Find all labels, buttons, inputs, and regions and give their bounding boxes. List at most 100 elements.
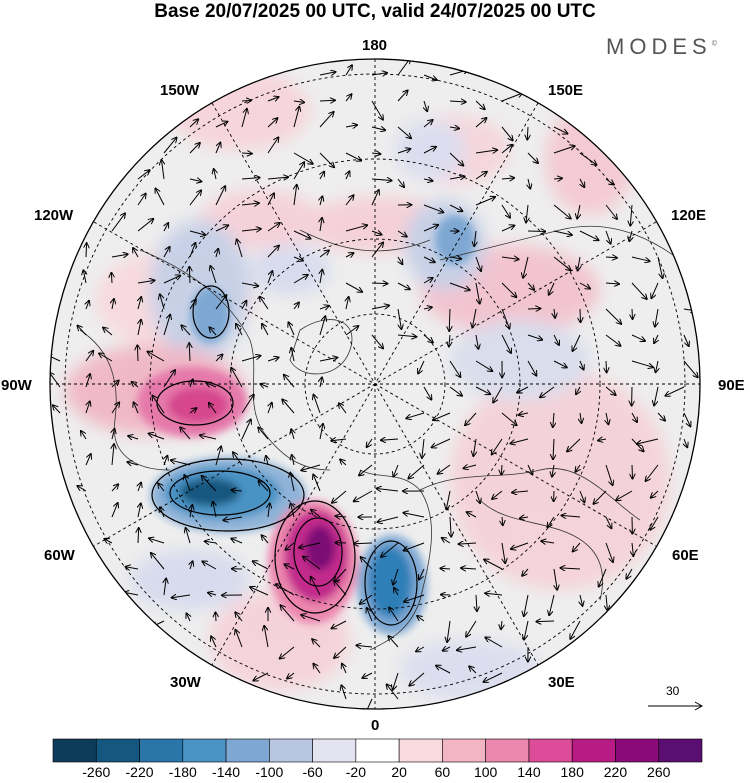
wind-vector xyxy=(397,91,408,102)
wind-vector xyxy=(85,351,93,362)
wind-vector xyxy=(320,172,324,180)
wind-vector xyxy=(573,334,581,351)
wind-vector xyxy=(433,412,451,420)
colorbar-tick-label: -180 xyxy=(168,764,197,780)
wind-vector xyxy=(501,93,522,102)
wind-vector xyxy=(523,256,529,278)
wind-vector xyxy=(397,59,410,76)
wind-vector xyxy=(449,127,459,129)
wind-vector xyxy=(163,247,170,258)
wind-vector xyxy=(137,219,153,232)
wind-vector xyxy=(264,626,269,648)
wind-vector xyxy=(320,378,322,388)
wind-vector xyxy=(554,308,555,318)
wind-vector xyxy=(554,568,557,590)
wind-vector xyxy=(449,101,466,102)
wind-vector xyxy=(474,230,476,246)
wind-vector xyxy=(553,256,571,270)
wind-vector xyxy=(371,100,383,120)
wind-vector xyxy=(631,334,645,341)
wind-vector xyxy=(280,646,295,659)
wind-vector xyxy=(164,579,166,596)
wind-vector xyxy=(231,490,243,491)
wind-vector xyxy=(138,503,141,518)
wind-vector xyxy=(164,456,167,466)
wind-vector xyxy=(314,395,321,414)
wind-vector xyxy=(577,204,580,219)
wind-vector xyxy=(423,225,438,232)
wind-vector xyxy=(377,516,399,522)
wind-vector xyxy=(291,429,294,440)
wind-vector xyxy=(501,226,514,232)
wind-vector xyxy=(605,257,617,258)
wind-vectors xyxy=(50,59,698,709)
wind-vector xyxy=(156,189,165,206)
wind-vector xyxy=(187,614,191,622)
wind-vector xyxy=(605,386,616,395)
wind-vector xyxy=(206,383,217,387)
wind-vector xyxy=(576,464,581,472)
wind-vector xyxy=(466,620,477,637)
wind-vector xyxy=(417,616,425,622)
wind-vector xyxy=(576,386,580,394)
wind-vector xyxy=(216,612,217,622)
wind-vector xyxy=(303,557,321,570)
wind-vector xyxy=(260,384,269,387)
wind-vector xyxy=(235,612,243,622)
wind-vector xyxy=(553,230,572,235)
wind-vector xyxy=(241,283,258,286)
wind-vector xyxy=(189,230,205,235)
colorbar-swatch xyxy=(485,738,530,763)
wind-vector xyxy=(241,178,260,179)
wind-vector xyxy=(299,542,321,548)
wind-vector xyxy=(340,460,347,466)
wind-vector xyxy=(501,334,511,353)
wind-vector xyxy=(377,489,399,492)
colorbar-tick-label: 20 xyxy=(391,764,407,780)
wind-vector xyxy=(137,194,146,206)
wind-vector xyxy=(301,615,321,622)
wind-vector xyxy=(527,309,540,310)
wind-vector xyxy=(362,672,373,678)
wind-vector xyxy=(605,334,621,346)
wind-vector xyxy=(459,543,477,544)
wind-vector xyxy=(231,539,243,544)
wind-vector xyxy=(126,567,139,569)
wind-vector xyxy=(626,568,633,579)
wind-vector xyxy=(527,360,536,376)
wind-vector xyxy=(406,412,425,418)
wind-vector xyxy=(493,386,503,402)
wind-vector xyxy=(485,593,503,595)
colorbar-swatch xyxy=(95,738,140,763)
wind-vector xyxy=(511,542,529,549)
wind-vector xyxy=(242,301,246,310)
wind-vector xyxy=(293,162,304,180)
wind-vector xyxy=(312,639,321,648)
wind-vector xyxy=(484,560,503,570)
wind-vector xyxy=(665,386,685,396)
wind-vector xyxy=(267,97,279,101)
wind-vector xyxy=(319,250,329,258)
wind-vector xyxy=(137,345,138,362)
wind-vector xyxy=(461,568,477,569)
colorbar-tick-label: 100 xyxy=(473,764,498,780)
wind-vector xyxy=(393,672,399,690)
wind-vector xyxy=(294,303,299,310)
wind-vector xyxy=(276,584,295,596)
wind-vector xyxy=(443,647,451,651)
wind-vector xyxy=(631,412,637,422)
wind-vector xyxy=(210,327,217,336)
wind-vector xyxy=(202,476,217,492)
wind-vector xyxy=(189,300,196,310)
wind-vector xyxy=(268,403,272,414)
wind-vector xyxy=(371,153,380,154)
wind-vector xyxy=(180,427,191,440)
wind-vector xyxy=(138,528,139,544)
wind-vector xyxy=(293,230,311,239)
wind-vector xyxy=(553,360,567,367)
wind-vector xyxy=(457,647,477,650)
wind-vector xyxy=(209,403,217,414)
colorbar-tick-label: 60 xyxy=(434,764,451,780)
wind-vector xyxy=(319,100,335,101)
